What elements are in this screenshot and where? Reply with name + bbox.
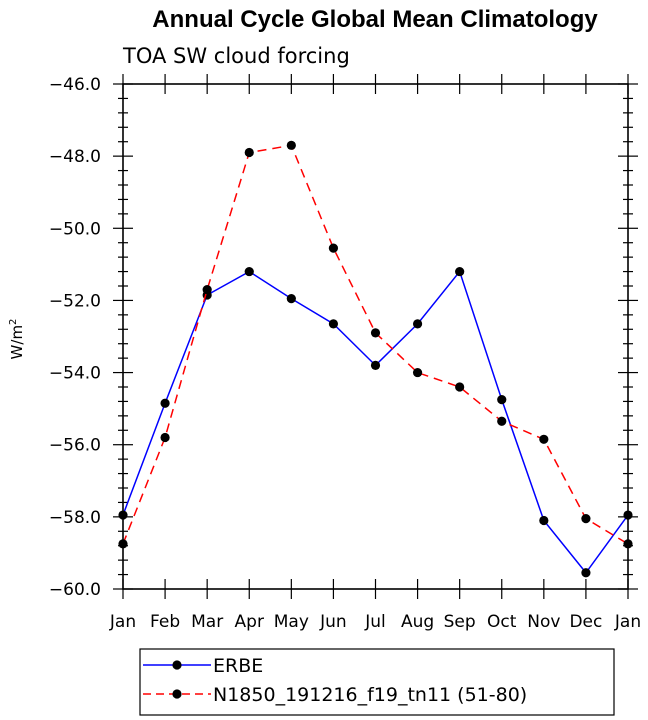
data-point-series-1 [581, 514, 591, 524]
chart-title: Annual Cycle Global Mean Climatology [152, 6, 598, 33]
series-line-0 [122, 270, 629, 575]
y-tick-label: −48.0 [49, 147, 101, 167]
legend-box [139, 648, 615, 716]
data-point-series-0 [370, 360, 381, 370]
y-tick-labels: −46.0 −48.0 −50.0 −52.0 −54.0 −56.0 −58.0 −60.0 [49, 75, 101, 600]
y-tick-label: −54.0 [49, 364, 101, 384]
x-tick-label: Jan [109, 612, 136, 632]
data-point-series-1 [455, 382, 465, 392]
x-tick-label: Mar [191, 612, 223, 632]
svg-text:W/m2: W/m2 [8, 319, 26, 360]
x-tick-label: Nov [527, 612, 560, 632]
data-point-series-0 [412, 319, 423, 329]
x-tick-label: May [274, 612, 309, 632]
data-point-series-0 [539, 515, 549, 526]
y-axis-label-text: W/m [8, 325, 26, 360]
plot-frame [122, 83, 629, 590]
series-layer [118, 140, 633, 578]
y-tick-label: −60.0 [49, 580, 101, 600]
x-tick-labels: Jan Feb Mar Apr May Jun Jul Aug Sep Oct Nov Dec Jan [109, 612, 641, 632]
data-point-series-1 [202, 285, 212, 295]
data-point-series-1 [244, 147, 254, 158]
data-point-series-0 [286, 294, 296, 304]
x-tick-label: Sep [444, 612, 476, 632]
y-tick-label: −58.0 [49, 508, 101, 528]
legend-label-erbe: ERBE [213, 655, 263, 677]
data-point-series-0 [455, 266, 465, 277]
x-tick-label: Oct [487, 612, 517, 632]
data-point-series-1 [370, 328, 381, 338]
chart-subtitle: TOA SW cloud forcing [122, 44, 350, 68]
x-tick-label: Jul [364, 612, 386, 632]
legend-label-model: N1850_191216_f19_tn11 (51-80) [213, 684, 527, 706]
legend: ERBE N1850_191216_f19_tn11 (51-80) [139, 648, 615, 716]
data-point-series-1 [497, 416, 507, 426]
data-point-series-0 [244, 266, 254, 277]
data-point-series-1 [412, 367, 423, 378]
series-line-1 [122, 144, 629, 545]
x-tick-label: Aug [401, 612, 434, 632]
x-tick-label: Jun [319, 612, 347, 632]
data-point-series-1 [539, 434, 549, 444]
data-point-series-1 [160, 432, 170, 443]
y-axis-label-superscript: 2 [8, 319, 19, 325]
y-tick-label: −50.0 [49, 219, 101, 239]
legend-marker-erbe [172, 660, 182, 670]
data-point-series-0 [581, 568, 591, 578]
data-point-series-0 [160, 398, 170, 408]
data-point-series-0 [497, 395, 507, 405]
x-tick-label: Apr [235, 612, 264, 632]
y-axis-label: W/m2 [8, 319, 26, 360]
x-tick-label: Jan [614, 612, 641, 632]
data-point-series-0 [328, 319, 339, 329]
x-tick-label: Feb [150, 612, 180, 632]
y-tick-label: −52.0 [49, 291, 101, 311]
legend-marker-model [172, 689, 182, 699]
x-tick-label: Dec [569, 612, 602, 632]
data-point-series-1 [286, 140, 296, 150]
y-tick-label: −56.0 [49, 436, 101, 456]
data-point-series-1 [328, 243, 339, 253]
y-tick-label: −46.0 [49, 75, 101, 95]
